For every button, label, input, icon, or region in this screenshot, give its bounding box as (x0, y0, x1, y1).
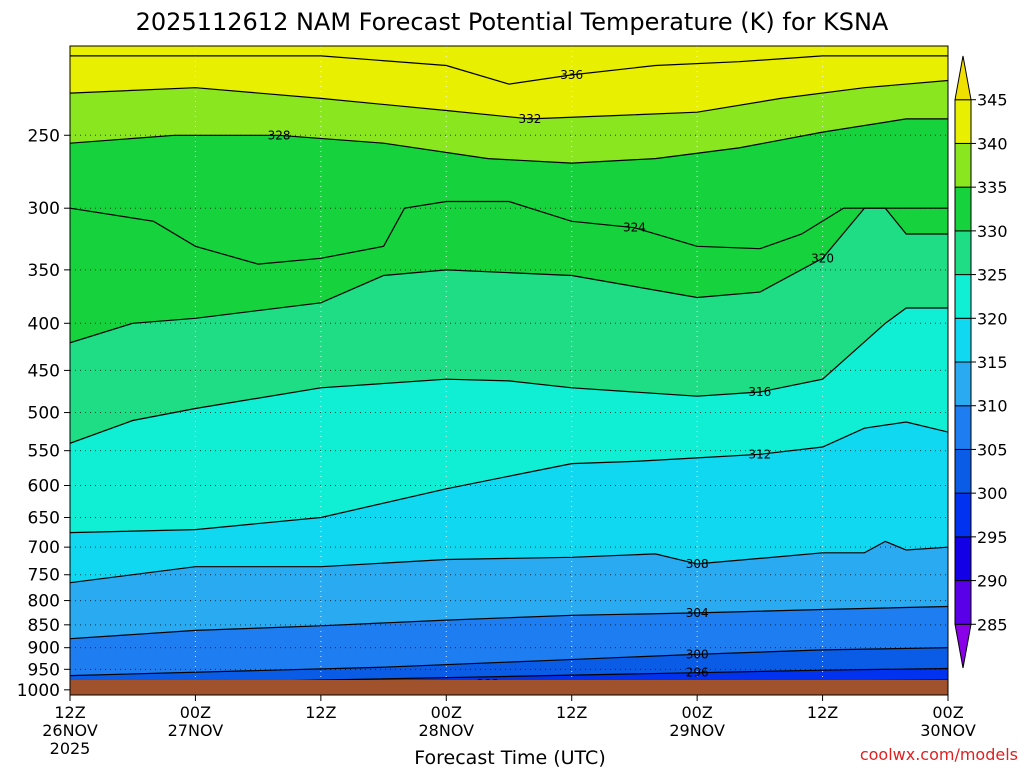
colorbar: 285 290 295 300 305 310 315 320 325 330 335 340 345 (954, 55, 1008, 669)
x-tick-date-60: 29NOV (669, 721, 725, 740)
x-tick-date-36: 28NOV (418, 721, 474, 740)
contour-line-332 (70, 79, 948, 120)
y-tick-label-550: 550 (28, 442, 60, 462)
y-tick-label-500: 500 (28, 404, 60, 424)
colorbar-segment-5 (954, 405, 972, 450)
colorbar-label-320: 320 (977, 309, 1008, 328)
colorbar-segment-10 (954, 186, 972, 232)
colorbar-segment-4 (954, 448, 972, 494)
x-tick-label-36: 00Z (431, 703, 462, 722)
colorbar-segment-top (954, 55, 972, 101)
contour-label-332: 332 (518, 112, 541, 126)
color-fill-layers (70, 46, 948, 695)
x-tick-year-0: 2025 (50, 739, 91, 758)
colorbar-segment-6 (954, 361, 972, 407)
credit-text: coolwx.com/models (860, 745, 1018, 764)
x-tick-label-60: 00Z (681, 703, 712, 722)
colorbar-label-335: 335 (977, 178, 1008, 197)
x-tick-date-84: 30NOV (920, 721, 976, 740)
colorbar-label-340: 340 (977, 134, 1008, 153)
colorbar-label-315: 315 (977, 353, 1008, 372)
colorbar-segment-9 (954, 230, 972, 276)
colorbar-label-305: 305 (977, 440, 1008, 459)
colorbar-segment-3 (954, 492, 972, 538)
contour-line-300 (70, 647, 948, 677)
x-tick-date-0: 26NOV (42, 721, 98, 740)
y-tick-label-650: 650 (28, 509, 60, 529)
x-tick-label-12: 00Z (180, 703, 211, 722)
colorbar-segment-bottom (954, 623, 972, 669)
contour-line-336 (70, 55, 948, 85)
contour-label-308: 308 (686, 557, 709, 571)
colorbar-segment-8 (954, 274, 972, 319)
contour-label-312: 312 (748, 447, 771, 461)
colorbar-label-285: 285 (977, 615, 1008, 634)
y-tick-label-800: 800 (28, 592, 60, 612)
terrain-bar (70, 680, 948, 695)
y-tick-label-350: 350 (28, 261, 60, 281)
contour-label-300: 300 (686, 647, 709, 661)
contour-line-324 (70, 200, 948, 265)
y-tick-label-750: 750 (28, 566, 60, 586)
colorbar-segment-1 (954, 580, 972, 625)
x-tick-date-12: 27NOV (168, 721, 224, 740)
x-axis-label: Forecast Time (UTC) (414, 747, 605, 768)
colorbar-label-310: 310 (977, 397, 1008, 416)
y-tick-label-250: 250 (28, 126, 60, 146)
contour-label-324: 324 (623, 221, 646, 235)
x-tick-label-24: 12Z (305, 703, 336, 722)
colorbar-label-330: 330 (977, 222, 1008, 241)
x-tick-label-0: 12Z (54, 703, 85, 722)
x-tick-label-84: 00Z (932, 703, 963, 722)
contour-line-316 (70, 307, 948, 444)
y-tick-label-700: 700 (28, 538, 60, 558)
y-tick-label-450: 450 (28, 361, 60, 381)
contour-label-336: 336 (560, 68, 583, 82)
x-tick-label-72: 12Z (807, 703, 838, 722)
grid-lines (70, 46, 948, 695)
contour-label-320: 320 (811, 251, 834, 265)
colorbar-label-300: 300 (977, 484, 1008, 503)
contour-label-328: 328 (268, 128, 291, 142)
colorbar-label-295: 295 (977, 528, 1008, 547)
x-tick-label-48: 12Z (556, 703, 587, 722)
colorbar-label-325: 325 (977, 266, 1008, 285)
y-tick-label-850: 850 (28, 616, 60, 636)
y-tick-label-400: 400 (28, 314, 60, 334)
y-tick-label-1000: 1000 (17, 681, 60, 701)
colorbar-label-290: 290 (977, 572, 1008, 591)
colorbar-segment-7 (954, 317, 972, 363)
colorbar-label-345: 345 (977, 91, 1008, 110)
contour-label-316: 316 (748, 385, 771, 399)
colorbar-segment-11 (954, 142, 972, 188)
colorbar-segment-12 (954, 99, 972, 144)
contour-label-296: 296 (686, 666, 709, 680)
y-tick-label-950: 950 (28, 660, 60, 680)
contour-line-304 (70, 605, 948, 640)
colorbar-segment-2 (954, 536, 972, 582)
contour-line-312 (70, 421, 948, 534)
y-axis: 250 300 350 400 450 500 550 600 650 700 750 800 850 9… (17, 126, 70, 701)
chart-title: 2025112612 NAM Forecast Potential Temper… (136, 8, 889, 36)
contour-label-304: 304 (686, 606, 709, 620)
contour-line-328 (70, 118, 948, 164)
y-tick-label-600: 600 (28, 476, 60, 496)
contour-line-308 (70, 540, 948, 584)
plot-area: 288292296300304308312316320324328332336 (70, 46, 948, 695)
y-tick-label-900: 900 (28, 639, 60, 659)
y-tick-label-300: 300 (28, 199, 60, 219)
